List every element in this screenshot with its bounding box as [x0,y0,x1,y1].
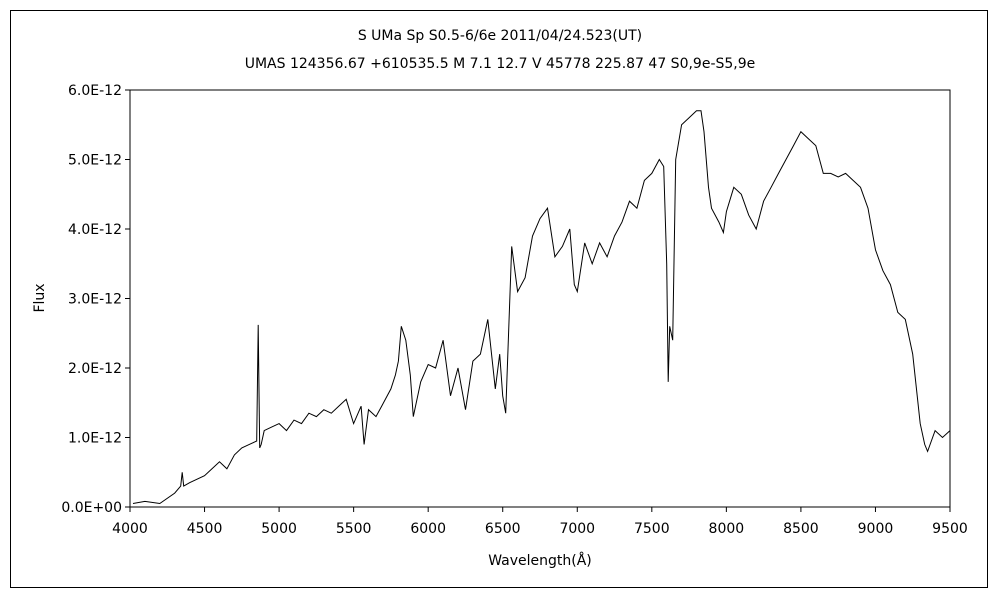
y-tick-label: 2.0E-12 [68,361,122,377]
x-tick-label: 5500 [336,521,372,537]
x-tick-label: 7500 [634,521,670,537]
y-axis: 0.0E+00 1.0E-12 2.0E-12 3.0E-12 4.0E-12 5.0E-… [61,83,130,516]
y-tick-label: 0.0E+00 [61,500,122,516]
series-line [132,110,951,505]
x-tick-label: 6000 [410,521,446,537]
x-axis: 4000 4500 5000 5500 6000 6500 7000 7500 8000 8500… [112,507,968,537]
x-tick-label: 8500 [783,521,819,537]
y-tick-label: 3.0E-12 [68,292,122,308]
y-axis-label: Flux [32,283,48,312]
x-tick-label: 6500 [485,521,521,537]
x-tick-label: 4500 [187,521,223,537]
y-tick-label: 4.0E-12 [68,222,122,238]
chart-subtitle: UMAS 124356.67 +610535.5 M 7.1 12.7 V 45… [245,56,756,72]
x-axis-label: Wavelength(Å) [488,552,592,569]
chart-frame [10,10,988,588]
y-tick-label: 1.0E-12 [68,431,122,447]
y-tick-label: 6.0E-12 [68,83,122,99]
x-tick-label: 5000 [261,521,297,537]
x-tick-label: 9000 [858,521,894,537]
plot-area [129,89,951,508]
chart-title: S UMa Sp S0.5-6/6e 2011/04/24.523(UT) [358,28,642,44]
x-tick-label: 7000 [559,521,595,537]
x-tick-label: 4000 [112,521,148,537]
x-tick-label: 8000 [709,521,745,537]
x-tick-label: 9500 [932,521,968,537]
y-tick-label: 5.0E-12 [68,153,122,169]
